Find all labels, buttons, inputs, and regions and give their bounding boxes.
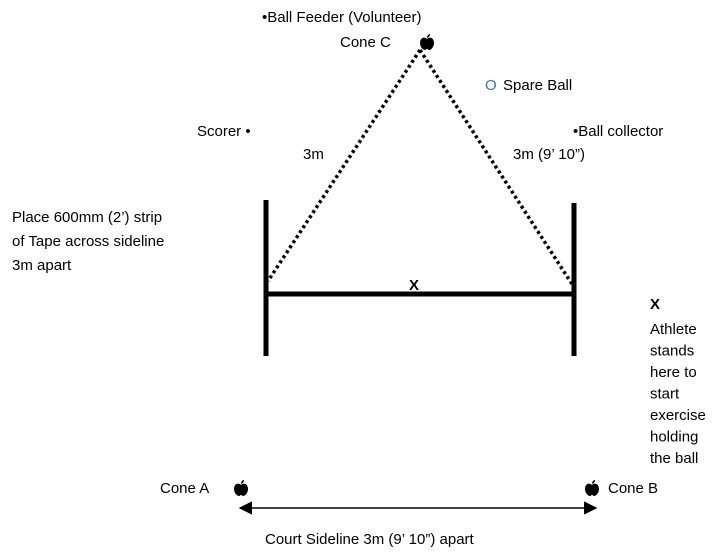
tape-note: 3m apart — [12, 257, 72, 274]
legend-mark: X — [650, 296, 660, 313]
cone-c-icon — [420, 34, 434, 50]
athlete-note-line: exercise — [650, 407, 706, 424]
cone-c: Cone C — [340, 34, 391, 51]
athlete-note-line: the ball — [650, 450, 698, 467]
sideline-label: Court Sideline 3m (9’ 10”) apart — [265, 531, 475, 548]
spare-ball: Spare Ball — [503, 77, 572, 94]
athlete-note-line: holding — [650, 428, 698, 445]
scorer: Scorer • — [197, 123, 251, 140]
right-distance: 3m (9’ 10”) — [513, 146, 585, 163]
spare-ball-marker: O — [485, 77, 497, 94]
ball-feeder: •Ball Feeder (Volunteer) — [262, 9, 422, 26]
cone-b: Cone B — [608, 480, 658, 497]
cone-b-icon — [585, 480, 599, 496]
cone-a-icon — [234, 480, 248, 496]
cone-a: Cone A — [160, 480, 209, 497]
dotted-right — [418, 49, 574, 285]
dotted-left — [266, 49, 422, 282]
left-distance: 3m — [303, 146, 324, 163]
athlete-note: Athlete stands here to start exercise holding… — [650, 321, 706, 467]
athlete-note-line: stands — [650, 342, 694, 359]
athlete-note-line: start — [650, 385, 680, 402]
tape-note: of Tape across sideline — [12, 233, 164, 250]
athlete-note-line: here to — [650, 364, 697, 381]
start-mark: X — [409, 277, 419, 294]
ball-collector: •Ball collector — [573, 123, 663, 140]
athlete-note-line: Athlete — [650, 321, 697, 338]
tape-note: Place 600mm (2’) strip — [12, 209, 162, 226]
